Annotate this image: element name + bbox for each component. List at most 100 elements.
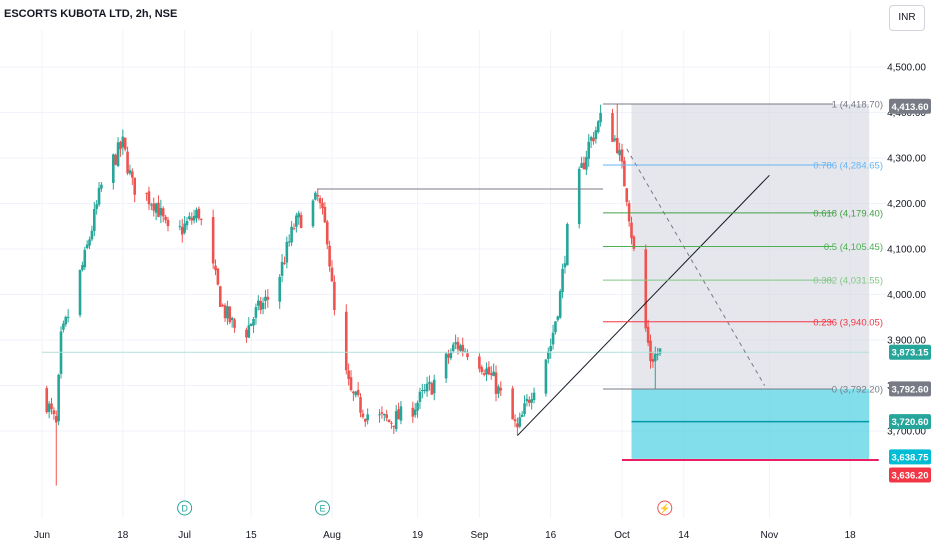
candle-body [361, 413, 365, 417]
candle-body [131, 171, 134, 178]
candle-body [523, 403, 526, 415]
candle-body [126, 151, 129, 174]
candle-body [627, 203, 631, 222]
y-tick-label: 4,000.00 [887, 290, 926, 301]
event-marker [657, 500, 673, 516]
candle-body [544, 359, 548, 394]
candle-body [83, 249, 87, 268]
candle-body [561, 268, 564, 293]
candle-body [188, 216, 191, 220]
candle-body [123, 137, 127, 150]
candle-body [644, 249, 648, 329]
price-axis[interactable]: 4,500.004,400.004,300.004,200.004,100.00… [887, 63, 931, 483]
candle-body [261, 302, 265, 310]
candle-body [580, 163, 583, 168]
candle-body [59, 331, 63, 374]
y-tick-label: 4,500.00 [887, 63, 926, 74]
candle-body [511, 388, 514, 420]
candle-body [625, 188, 629, 202]
candle-body [266, 296, 270, 300]
candle-body [152, 203, 156, 211]
candle-body [295, 215, 298, 227]
fib-retracement[interactable]: 1 (4,418.70) 0.786 (4,284.65) 0.618 (4,179… [602, 99, 883, 396]
candle-body [57, 374, 60, 422]
candle-body [594, 130, 598, 140]
fib-level-label: 0 (3,792.20) [832, 385, 883, 396]
candle-body [646, 326, 650, 343]
x-tick-label: Oct [614, 530, 630, 541]
candle-body [297, 213, 301, 218]
candle-body [166, 219, 170, 227]
x-tick-label: Aug [323, 530, 341, 541]
candle-body [623, 160, 626, 187]
candle-body [518, 417, 522, 427]
candle-body [88, 239, 91, 246]
candle-body [527, 399, 531, 403]
event-marker [314, 500, 330, 516]
candle-body [651, 358, 655, 362]
price-badge-label: 3,720.60 [892, 417, 929, 428]
y-tick-label: 4,300.00 [887, 154, 926, 165]
fib-level-label: 0.786 (4,284.65) [813, 160, 883, 171]
candle-body [359, 397, 362, 413]
candle-body [285, 241, 289, 263]
candle-body [347, 370, 350, 380]
candle-body [585, 157, 588, 170]
fib-level-label: 1 (4,418.70) [832, 99, 883, 110]
price-badge-label: 3,873.15 [892, 348, 930, 359]
candle-body [551, 332, 555, 345]
candle-body [549, 345, 552, 352]
candle-body [233, 319, 236, 328]
candle-body [45, 388, 49, 413]
candle-body [54, 416, 58, 423]
candle-body [525, 398, 529, 402]
event-letter: D [181, 504, 188, 514]
candle-body [596, 121, 600, 133]
price-badge [889, 449, 931, 465]
candle-body [563, 263, 567, 268]
candle-body [620, 149, 624, 162]
currency-button[interactable]: INR [889, 5, 925, 31]
candle-body [380, 412, 384, 414]
candle-body [430, 383, 434, 395]
candle-body [494, 372, 498, 394]
candle-body [290, 226, 293, 243]
candle-body [397, 409, 400, 420]
candle-body [599, 112, 602, 123]
candle-body [378, 414, 381, 416]
candle-body [257, 300, 260, 306]
candle-body [363, 419, 367, 422]
candle-body [52, 410, 56, 415]
price-badge [889, 467, 931, 483]
candle-body [416, 402, 419, 411]
x-tick-label: 18 [845, 530, 857, 541]
candle-body [223, 305, 227, 319]
candle-body [489, 373, 493, 376]
candle-body [656, 354, 659, 356]
x-tick-label: Jun [34, 530, 50, 541]
price-badge [889, 98, 931, 114]
candle-body [159, 207, 163, 216]
candle-body [245, 329, 248, 338]
candle-body [264, 296, 267, 302]
candle-body [530, 399, 533, 403]
candle-body [283, 263, 286, 265]
candle-body [394, 411, 398, 430]
candle-body [399, 406, 403, 421]
drawings[interactable] [42, 148, 879, 462]
candle-body [592, 137, 595, 142]
fib-level-label: 0.236 (3,940.05) [813, 317, 883, 328]
candle-body [228, 306, 232, 323]
candle-body [66, 316, 70, 318]
candle-body [78, 269, 82, 316]
candle-body [499, 387, 503, 391]
candle-body [632, 236, 636, 249]
time-axis[interactable]: Jun 18 Jul 15 Aug 19 Sep 16 Oct 14 Nov 18 [34, 530, 856, 541]
candle-body [92, 209, 96, 231]
events[interactable]: D E ⚡ [177, 500, 673, 516]
candle-body [211, 217, 215, 264]
x-tick-label: Sep [470, 530, 488, 541]
candle-body [382, 414, 386, 416]
candle-body [325, 221, 329, 245]
